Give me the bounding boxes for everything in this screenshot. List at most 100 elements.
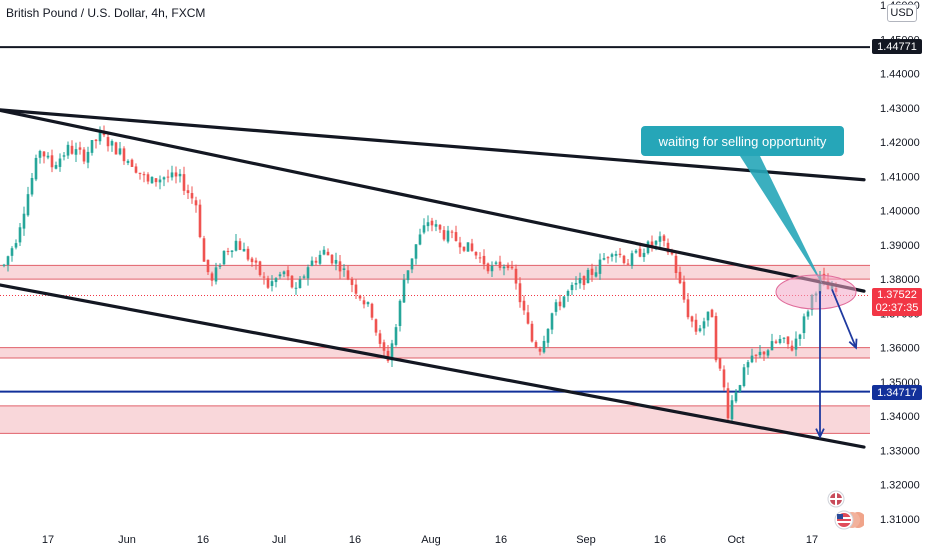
projection-arrow-head	[848, 338, 858, 350]
candle-body	[306, 267, 310, 279]
flag-icons[interactable]	[818, 490, 864, 532]
candle-body	[786, 336, 790, 345]
candle-body	[26, 194, 30, 216]
trendline	[0, 108, 866, 182]
candle-body	[614, 253, 618, 256]
candle-body	[170, 172, 174, 178]
candle-body	[122, 148, 126, 162]
x-axis-tick-label: 16	[654, 534, 666, 546]
currency-badge[interactable]: USD	[887, 4, 917, 22]
candle-body	[718, 358, 722, 369]
candle-body	[730, 400, 734, 420]
candle-body	[142, 174, 146, 176]
candle-body	[462, 246, 466, 251]
candle-body	[94, 139, 98, 142]
candle-body	[790, 345, 794, 351]
candle-body	[490, 265, 494, 272]
candle-body	[118, 148, 122, 155]
candle-body	[558, 301, 562, 307]
uk-flag-icon[interactable]	[827, 490, 845, 508]
candle-body	[594, 272, 598, 277]
support-resistance-zone	[0, 265, 870, 280]
candle-body	[246, 248, 250, 260]
candle-body	[450, 231, 454, 233]
candle-body	[406, 270, 410, 281]
candle-body	[82, 149, 86, 162]
x-axis-tick-label: 16	[197, 534, 209, 546]
candle-body	[414, 244, 418, 259]
candle-body	[398, 300, 402, 326]
candle-body	[378, 333, 382, 344]
candle-body	[438, 224, 442, 230]
y-axis-tick-label: 1.42000	[880, 137, 920, 149]
candle-body	[494, 262, 498, 264]
candle-body	[234, 240, 238, 251]
candle-body	[134, 166, 138, 173]
candle-body	[630, 253, 634, 266]
candle-body	[322, 249, 326, 255]
candle-body	[70, 145, 74, 154]
callout-pointer	[740, 156, 824, 287]
candle-body	[582, 276, 586, 286]
support-resistance-zone	[0, 347, 870, 358]
candle-body	[266, 278, 270, 288]
candle-body	[774, 341, 778, 343]
candle-body	[106, 137, 110, 147]
y-axis-tick-label: 1.32000	[880, 480, 920, 492]
us-flag-icon[interactable]	[834, 510, 864, 530]
candle-body	[74, 149, 78, 155]
candle-body	[206, 259, 210, 273]
y-axis-tick-label: 1.39000	[880, 240, 920, 252]
candle-body	[230, 250, 234, 252]
chart-title: British Pound / U.S. Dollar, 4h, FXCM	[6, 6, 206, 20]
candle-body	[610, 254, 614, 257]
candle-body	[146, 174, 150, 182]
blue-line-price-tag: 1.34717	[872, 385, 922, 400]
candle-body	[138, 172, 142, 174]
candle-body	[530, 323, 534, 342]
candle-body	[798, 334, 802, 339]
candle-body	[310, 260, 314, 266]
candle-body	[222, 250, 226, 265]
candle-body	[430, 220, 434, 226]
candle-body	[534, 342, 538, 348]
candle-body	[686, 299, 690, 318]
candle-body	[694, 319, 698, 332]
candle-body	[482, 255, 486, 265]
candle-body	[154, 178, 158, 183]
candle-body	[434, 224, 438, 227]
x-axis-tick-label: Sep	[576, 534, 596, 546]
candle-body	[554, 302, 558, 312]
candle-body	[442, 230, 446, 240]
candle-body	[662, 235, 666, 241]
candle-body	[402, 279, 406, 303]
candle-body	[62, 155, 66, 157]
candle-body	[270, 281, 274, 287]
candle-body	[762, 351, 766, 355]
candle-body	[802, 316, 806, 334]
x-axis-tick-label: 17	[806, 534, 818, 546]
candle-body	[386, 350, 390, 361]
candle-body	[326, 251, 330, 256]
candle-body	[2, 264, 6, 266]
candle-body	[126, 160, 130, 163]
y-axis-tick-label: 1.38000	[880, 274, 920, 286]
candle-body	[186, 190, 190, 194]
candle-body	[578, 278, 582, 284]
candle-body	[586, 269, 590, 284]
candle-body	[210, 273, 214, 281]
candle-body	[638, 248, 642, 257]
candle-body	[54, 165, 58, 169]
candle-body	[346, 270, 350, 280]
candle-body	[302, 276, 306, 278]
candle-body	[806, 311, 810, 317]
candle-body	[114, 142, 118, 155]
candle-body	[110, 141, 114, 146]
candle-body	[666, 242, 670, 253]
highlight-ellipse	[775, 274, 857, 310]
callout-note[interactable]: waiting for selling opportunity	[641, 126, 844, 156]
candle-body	[550, 313, 554, 330]
candle-body	[86, 151, 90, 163]
